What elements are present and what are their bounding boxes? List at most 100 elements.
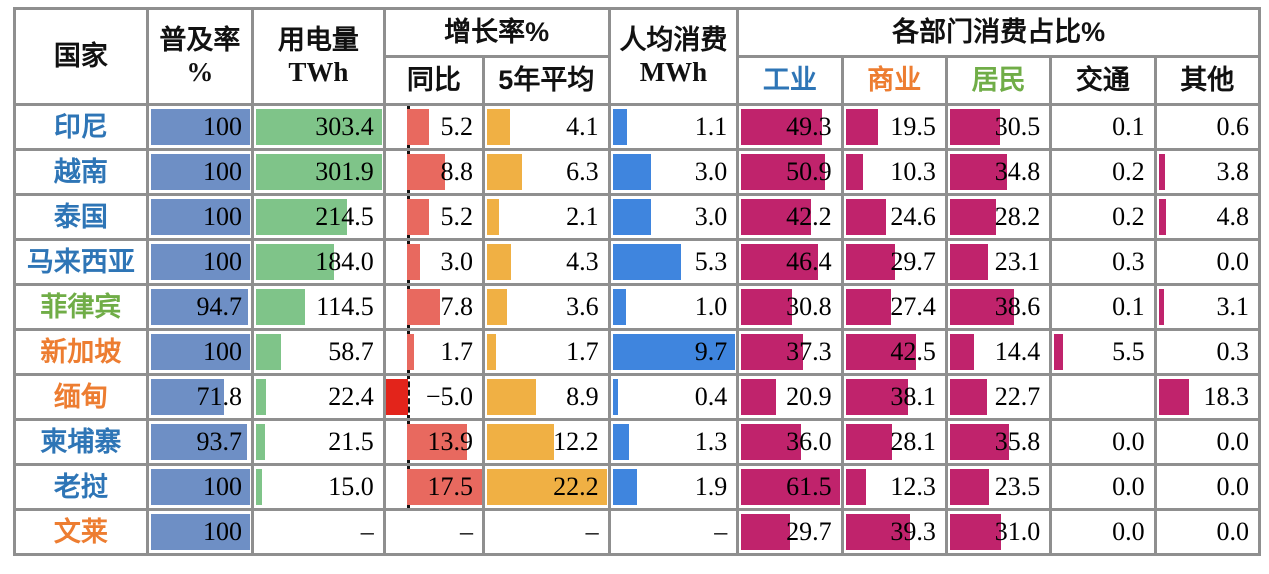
value-label: 29.7 — [786, 517, 832, 546]
value-label: 30.5 — [994, 112, 1041, 141]
header-transport: 交通 — [1049, 55, 1157, 106]
yoy-cell: 8.8 — [382, 148, 486, 196]
value-label: 22.7 — [994, 382, 1041, 411]
databar — [487, 379, 537, 415]
avg5y-cell: 8.9 — [482, 373, 611, 421]
value-label: 0.1 — [1112, 112, 1145, 141]
country-cell: 新加坡 — [13, 328, 149, 376]
value-label: 1.1 — [694, 112, 728, 141]
value-label: 28.1 — [890, 427, 936, 456]
other-cell: 3.1 — [1153, 283, 1262, 331]
databar — [741, 469, 840, 505]
country-name: 缅甸 — [53, 382, 108, 412]
databar — [845, 514, 911, 550]
value-label: 3.1 — [1216, 292, 1250, 321]
table-header: 国家 普及率 % 用电量 TWh 增长率% 人均消费 MWh — [13, 7, 1262, 106]
transport-cell: 0.2 — [1049, 193, 1157, 241]
per-capita-cell: – — [607, 508, 740, 556]
country-name: 马来西亚 — [26, 247, 135, 277]
other-cell: 0.0 — [1153, 463, 1262, 511]
value-label: 42.5 — [890, 337, 936, 366]
yoy-cell: 5.2 — [382, 193, 486, 241]
value-label: 0.0 — [1112, 427, 1145, 456]
other-cell: 3.8 — [1153, 148, 1262, 196]
industry-cell: 50.9 — [736, 148, 844, 196]
databar — [407, 289, 441, 325]
databar — [845, 244, 895, 280]
value-label: 17.5 — [427, 472, 474, 501]
value-label: 10.3 — [890, 157, 936, 186]
country-name: 老挝 — [53, 472, 108, 502]
value-label: −5.0 — [425, 382, 473, 411]
header-penetration-unit: % — [186, 56, 214, 87]
value-label: 58.7 — [328, 337, 374, 366]
databar — [741, 154, 826, 190]
yoy-cell: – — [382, 508, 486, 556]
header-penetration: 普及率 % — [145, 7, 255, 106]
databar — [256, 244, 335, 280]
header-per-capita-label: 人均消费 — [619, 25, 728, 56]
value-label: 42.2 — [786, 202, 832, 231]
other-cell: 0.6 — [1153, 103, 1262, 151]
databar — [487, 154, 522, 190]
country-name: 柬埔寨 — [40, 427, 122, 457]
databar — [845, 154, 863, 190]
databar — [741, 334, 803, 370]
databar — [741, 379, 776, 415]
commercial-cell: 39.3 — [840, 508, 948, 556]
transport-cell: 0.1 — [1049, 103, 1157, 151]
value-label: 4.3 — [566, 247, 599, 276]
databar — [407, 154, 445, 190]
databar — [845, 109, 878, 145]
databar — [256, 424, 266, 460]
databar — [407, 334, 415, 370]
databar — [845, 424, 892, 460]
country-name: 泰国 — [53, 202, 108, 232]
databar — [407, 199, 430, 235]
value-label: 19.5 — [890, 112, 936, 141]
databar — [612, 424, 630, 460]
table-body: 印尼 100 303.4 5.2 4.1 1.1 49.3 19.5 30.5 0.1 0.6 越南 1… — [13, 103, 1262, 556]
value-label: 12.3 — [890, 472, 936, 501]
value-label: 3.6 — [566, 292, 599, 321]
industry-cell: 36.0 — [736, 418, 844, 466]
databar — [612, 289, 626, 325]
header-consumption-unit: TWh — [288, 56, 349, 87]
value-label: 2.1 — [566, 202, 599, 231]
commercial-cell: 29.7 — [840, 238, 948, 286]
commercial-cell: 24.6 — [840, 193, 948, 241]
table-row: 文莱 100 – – – – 29.7 39.3 31.0 0.0 0.0 — [13, 508, 1262, 556]
databar — [407, 469, 481, 505]
value-label: 0.3 — [1112, 247, 1145, 276]
databar — [487, 334, 497, 370]
databar — [150, 514, 250, 550]
databar — [612, 244, 682, 280]
databar — [256, 109, 382, 145]
value-label: 50.9 — [786, 157, 832, 186]
residential-cell: 34.8 — [944, 148, 1053, 196]
avg5y-cell: – — [482, 508, 611, 556]
value-label: 100 — [203, 517, 243, 546]
value-label: 36.0 — [786, 427, 832, 456]
avg5y-cell: 3.6 — [482, 283, 611, 331]
value-label: 1.7 — [566, 337, 599, 366]
consumption-cell: 114.5 — [251, 283, 386, 331]
yoy-cell: −5.0 — [382, 373, 486, 421]
per-capita-cell: 1.1 — [607, 103, 740, 151]
value-label: 38.1 — [890, 382, 936, 411]
value-label: 3.0 — [440, 247, 474, 276]
penetration-cell: 71.8 — [145, 373, 255, 421]
commercial-cell: 27.4 — [840, 283, 948, 331]
avg5y-cell: 12.2 — [482, 418, 611, 466]
other-cell: 0.0 — [1153, 418, 1262, 466]
databar — [612, 154, 652, 190]
value-label: 23.1 — [994, 247, 1041, 276]
databar — [150, 154, 250, 190]
databar — [845, 289, 891, 325]
value-label: 37.3 — [786, 337, 832, 366]
value-label: 71.8 — [196, 382, 243, 411]
consumption-cell: 184.0 — [251, 238, 386, 286]
header-penetration-label: 普及率 — [159, 25, 241, 56]
header-yoy: 同比 — [382, 55, 486, 106]
value-label: 13.9 — [427, 427, 474, 456]
